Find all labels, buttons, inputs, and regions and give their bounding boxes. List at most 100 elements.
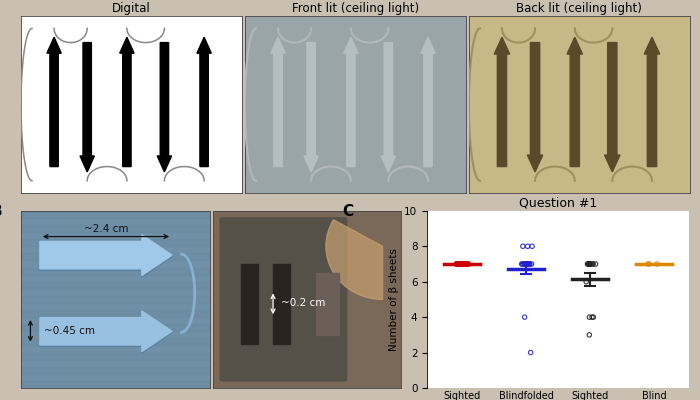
Point (461, 261, 472, 267)
Point (643, 261, 654, 267)
Bar (21, 239, 210, 246)
Point (456, 261, 468, 267)
Point (582, 261, 593, 267)
Point (452, 261, 463, 267)
Bar (241, 264, 258, 344)
Point (583, 261, 594, 267)
Point (456, 261, 468, 267)
FancyArrow shape (421, 37, 435, 166)
Point (526, 261, 537, 267)
Point (587, 314, 598, 320)
Point (454, 261, 466, 267)
Text: ~0.45 cm: ~0.45 cm (43, 326, 94, 336)
FancyArrow shape (40, 311, 172, 352)
Title: Question #1: Question #1 (519, 197, 597, 210)
Point (523, 261, 534, 267)
Wedge shape (326, 220, 382, 300)
Point (652, 261, 663, 267)
Point (461, 261, 472, 267)
FancyArrow shape (80, 42, 94, 172)
Point (462, 261, 473, 267)
Point (583, 261, 594, 267)
FancyArrow shape (120, 37, 134, 166)
Point (584, 314, 595, 320)
Point (585, 261, 596, 267)
Point (519, 261, 531, 267)
Bar (21, 225, 210, 232)
FancyArrow shape (40, 236, 172, 277)
Point (457, 261, 468, 267)
Bar (21, 268, 210, 275)
Point (590, 261, 601, 267)
FancyArrow shape (494, 37, 510, 166)
Bar (21, 367, 210, 374)
Point (526, 243, 538, 250)
FancyArrow shape (344, 37, 358, 166)
Bar (273, 264, 290, 344)
Bar (21, 282, 210, 289)
Bar (21, 310, 210, 317)
Point (456, 261, 467, 267)
FancyArrow shape (47, 37, 62, 166)
Y-axis label: Number of β sheets: Number of β sheets (389, 248, 399, 351)
Point (522, 243, 533, 250)
Text: B: B (0, 204, 2, 219)
Point (584, 261, 595, 267)
Point (524, 261, 536, 267)
Bar (21, 338, 210, 346)
FancyArrow shape (382, 42, 395, 172)
Point (584, 261, 595, 267)
FancyArrow shape (158, 42, 172, 172)
Point (584, 261, 596, 267)
Point (643, 261, 655, 267)
FancyArrow shape (527, 42, 542, 172)
FancyArrow shape (567, 37, 582, 166)
FancyArrow shape (40, 312, 172, 353)
Bar (21, 211, 210, 218)
Point (522, 261, 533, 267)
Bar (21, 296, 210, 303)
Text: C: C (342, 204, 354, 219)
Point (462, 261, 473, 267)
Bar (21, 324, 210, 331)
FancyArrow shape (605, 42, 620, 172)
Point (580, 278, 592, 285)
Point (463, 261, 474, 267)
Text: ~0.2 cm: ~0.2 cm (281, 298, 325, 308)
Bar (21, 352, 210, 360)
Point (459, 261, 470, 267)
Point (520, 261, 531, 267)
Point (584, 332, 595, 338)
Point (588, 314, 599, 320)
Point (452, 261, 463, 267)
Bar (316, 273, 339, 335)
Point (587, 261, 598, 267)
Text: ~2.4 cm: ~2.4 cm (84, 224, 128, 234)
Point (460, 261, 471, 267)
Point (453, 261, 464, 267)
Point (525, 349, 536, 356)
Point (518, 261, 529, 267)
Point (521, 261, 532, 267)
Point (524, 261, 535, 267)
Point (520, 261, 531, 267)
Point (452, 261, 463, 267)
Point (516, 261, 527, 267)
Point (455, 261, 466, 267)
Title: Back lit (ceiling light): Back lit (ceiling light) (516, 2, 642, 15)
FancyArrow shape (40, 235, 172, 276)
FancyArrow shape (271, 37, 285, 166)
Title: Front lit (ceiling light): Front lit (ceiling light) (292, 2, 419, 15)
FancyArrow shape (644, 37, 659, 166)
Point (517, 261, 528, 267)
Point (456, 261, 468, 267)
Title: Digital: Digital (112, 2, 150, 15)
Point (454, 261, 465, 267)
Point (587, 261, 598, 267)
Point (451, 261, 462, 267)
FancyArrow shape (197, 37, 211, 166)
Point (521, 261, 532, 267)
Bar (21, 253, 210, 260)
Point (519, 314, 530, 320)
Point (522, 261, 533, 267)
